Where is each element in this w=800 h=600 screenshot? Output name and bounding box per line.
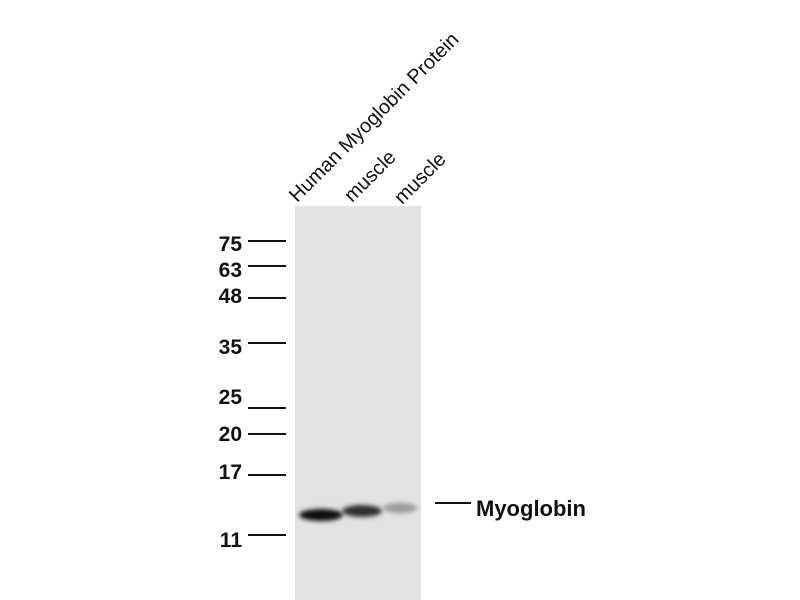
marker-25: 25 xyxy=(218,386,242,409)
marker-tick-63 xyxy=(248,265,286,267)
marker-63: 63 xyxy=(218,259,242,282)
marker-17: 17 xyxy=(218,461,242,484)
marker-35: 35 xyxy=(218,336,242,359)
marker-tick-25 xyxy=(248,407,286,409)
marker-tick-48 xyxy=(248,297,286,299)
lane-label-3: muscle xyxy=(390,148,451,209)
target-pointer-line xyxy=(435,502,471,504)
marker-tick-75 xyxy=(248,240,286,242)
marker-tick-20 xyxy=(248,433,286,435)
band-lane-1 xyxy=(299,509,343,521)
marker-tick-17 xyxy=(248,474,286,476)
band-lane-2 xyxy=(342,505,382,517)
blot-membrane xyxy=(295,206,421,600)
marker-tick-11 xyxy=(248,534,286,536)
marker-11: 11 xyxy=(219,529,242,552)
marker-48: 48 xyxy=(218,285,242,308)
band-lane-3 xyxy=(383,503,417,513)
target-protein-label: Myoglobin xyxy=(476,496,586,521)
marker-tick-35 xyxy=(248,342,286,344)
marker-75: 75 xyxy=(218,233,242,256)
marker-20: 20 xyxy=(218,423,242,446)
